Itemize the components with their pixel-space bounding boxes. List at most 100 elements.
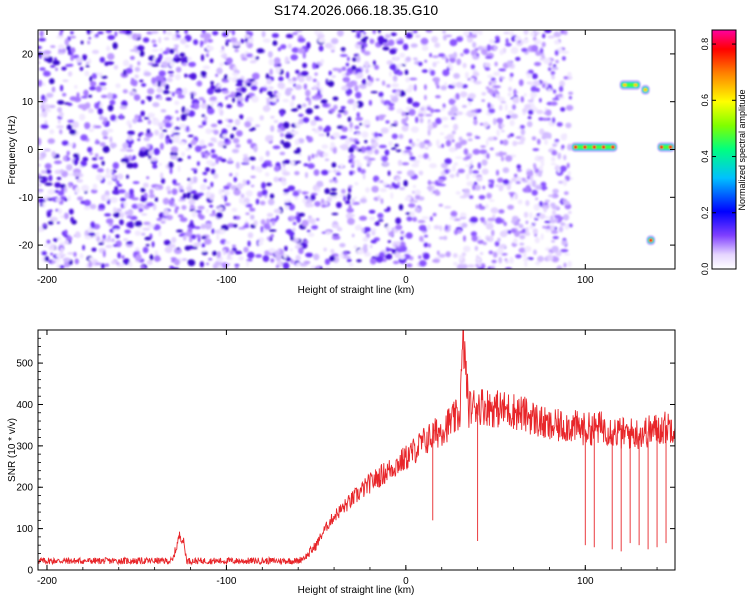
noise-speck <box>526 73 532 79</box>
noise-speck <box>235 161 240 169</box>
noise-speck <box>556 122 563 127</box>
noise-speck <box>372 60 376 67</box>
noise-speck <box>522 180 529 183</box>
noise-speck <box>137 138 141 142</box>
noise-speck <box>404 69 409 76</box>
noise-speck <box>356 32 361 39</box>
noise-speck <box>60 30 64 34</box>
noise-speck <box>188 199 196 205</box>
noise-speck <box>204 238 212 245</box>
y-tick-label: 400 <box>16 400 33 411</box>
noise-speck <box>219 50 226 53</box>
noise-speck <box>87 146 93 153</box>
noise-speck <box>498 185 504 192</box>
noise-speck <box>233 189 241 196</box>
noise-speck <box>117 252 121 259</box>
noise-speck <box>314 30 319 35</box>
noise-speck <box>438 53 445 57</box>
noise-speck <box>142 37 150 43</box>
noise-speck <box>234 48 239 53</box>
noise-speck <box>195 234 201 238</box>
noise-speck <box>261 189 268 196</box>
noise-speck <box>397 181 401 186</box>
noise-speck <box>64 229 68 236</box>
noise-speck <box>114 186 119 192</box>
noise-speck <box>160 178 166 184</box>
noise-speck <box>331 38 339 45</box>
noise-speck <box>345 72 351 77</box>
y-tick-label: 0 <box>27 145 33 156</box>
noise-speck <box>412 30 418 34</box>
noise-speck <box>496 38 500 42</box>
noise-speck <box>141 213 148 216</box>
noise-speck <box>503 31 510 35</box>
noise-speck <box>379 188 387 193</box>
noise-speck <box>55 67 58 72</box>
noise-speck <box>457 229 462 234</box>
noise-speck <box>341 188 346 194</box>
noise-speck <box>140 110 145 117</box>
noise-speck <box>126 215 133 219</box>
noise-speck <box>209 194 214 201</box>
noise-speck <box>198 97 205 101</box>
noise-speck <box>312 62 317 70</box>
noise-speck <box>539 98 542 103</box>
noise-speck <box>351 198 356 204</box>
noise-speck <box>70 31 74 35</box>
noise-speck <box>287 79 295 84</box>
noise-speck <box>147 223 156 228</box>
noise-speck <box>80 134 88 141</box>
signal-peak <box>668 145 673 149</box>
noise-speck <box>552 255 556 262</box>
noise-speck <box>330 249 335 254</box>
noise-speck <box>220 158 227 163</box>
noise-speck <box>544 220 552 224</box>
noise-speck <box>140 196 147 203</box>
noise-speck <box>330 188 337 192</box>
noise-speck <box>559 80 565 88</box>
noise-speck <box>449 216 456 220</box>
noise-speck <box>250 184 255 188</box>
noise-speck <box>129 64 133 69</box>
noise-speck <box>67 252 75 255</box>
noise-speck <box>43 103 50 111</box>
noise-speck <box>267 51 273 58</box>
noise-speck <box>311 153 315 159</box>
noise-speck <box>501 129 505 133</box>
noise-speck <box>88 257 96 261</box>
noise-speck <box>216 67 223 75</box>
noise-speck <box>355 132 361 136</box>
noise-speck <box>524 104 531 110</box>
noise-speck <box>538 165 544 172</box>
noise-speck <box>340 106 346 110</box>
noise-speck <box>198 125 204 128</box>
noise-speck <box>356 112 361 118</box>
noise-speck <box>396 64 403 68</box>
noise-speck <box>121 255 125 259</box>
noise-speck <box>325 230 332 235</box>
noise-speck <box>483 121 489 128</box>
noise-speck <box>188 143 192 149</box>
noise-speck <box>277 64 281 67</box>
noise-speck <box>369 38 375 45</box>
noise-speck <box>282 192 289 196</box>
noise-speck <box>357 165 362 173</box>
noise-speck <box>143 137 150 142</box>
noise-speck <box>254 124 261 128</box>
noise-speck <box>316 33 325 39</box>
noise-speck <box>159 48 164 52</box>
noise-speck <box>415 143 420 147</box>
noise-speck <box>298 247 304 255</box>
noise-speck <box>460 222 468 228</box>
noise-speck <box>212 30 219 36</box>
noise-speck <box>295 254 301 262</box>
noise-speck <box>234 118 241 126</box>
noise-speck <box>56 125 64 129</box>
noise-speck <box>550 156 556 162</box>
noise-speck <box>558 180 564 184</box>
noise-speck <box>273 90 277 94</box>
noise-speck <box>555 165 560 170</box>
noise-speck <box>489 266 495 269</box>
noise-speck <box>232 244 236 248</box>
noise-speck <box>233 176 238 183</box>
